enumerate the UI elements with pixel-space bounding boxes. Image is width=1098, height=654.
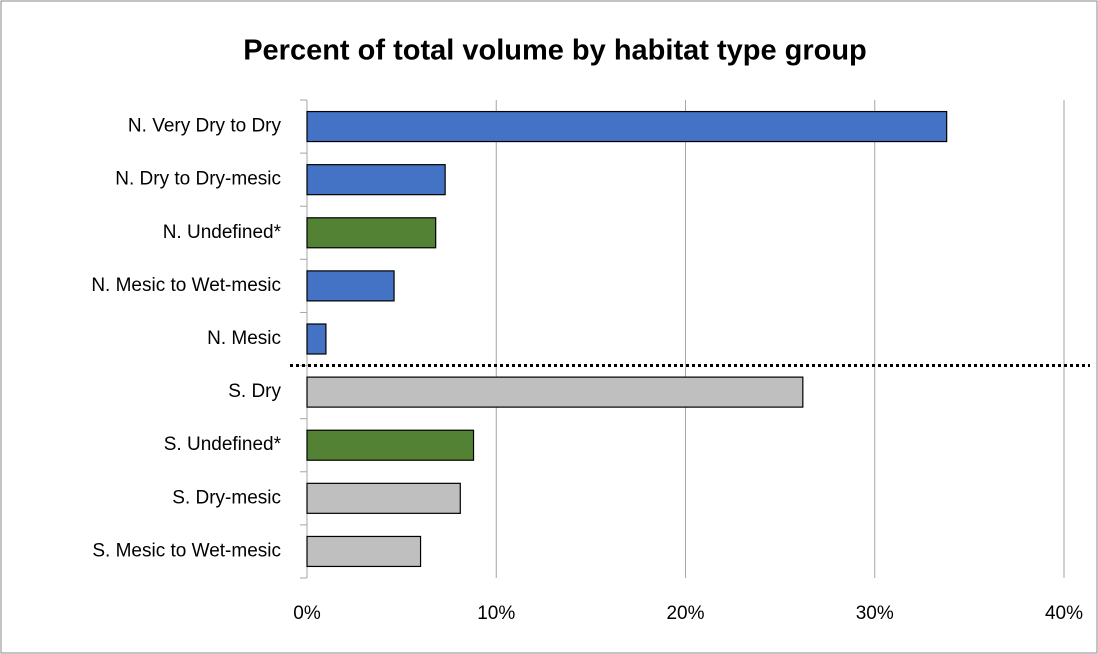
x-tick-label: 40% (1045, 603, 1083, 624)
bar (306, 535, 422, 568)
bar (306, 429, 475, 461)
bar (306, 164, 446, 196)
bar (306, 270, 395, 302)
x-tick-label: 30% (856, 603, 894, 624)
bar (306, 376, 804, 408)
y-tick-label: S. Dry (228, 381, 281, 402)
y-tick-label: S. Dry-mesic (172, 487, 281, 508)
bar (306, 323, 327, 355)
y-tick-label: N. Undefined* (163, 222, 282, 243)
x-tick-label: 20% (666, 603, 704, 624)
y-tick-label: S. Mesic to Wet-mesic (92, 540, 281, 561)
y-tick-label: N. Mesic to Wet-mesic (91, 275, 281, 296)
y-tick-label: S. Undefined* (164, 434, 282, 455)
bar (306, 110, 948, 143)
x-tick-label: 10% (477, 603, 515, 624)
y-tick-label: N. Dry to Dry-mesic (115, 169, 281, 190)
x-tick-label: 0% (293, 603, 321, 624)
y-tick-label: N. Mesic (207, 328, 281, 349)
chart-title: Percent of total volume by habitat type … (243, 35, 867, 67)
y-tick-label: N. Very Dry to Dry (128, 116, 282, 137)
bar (306, 217, 437, 249)
bar (306, 482, 461, 514)
